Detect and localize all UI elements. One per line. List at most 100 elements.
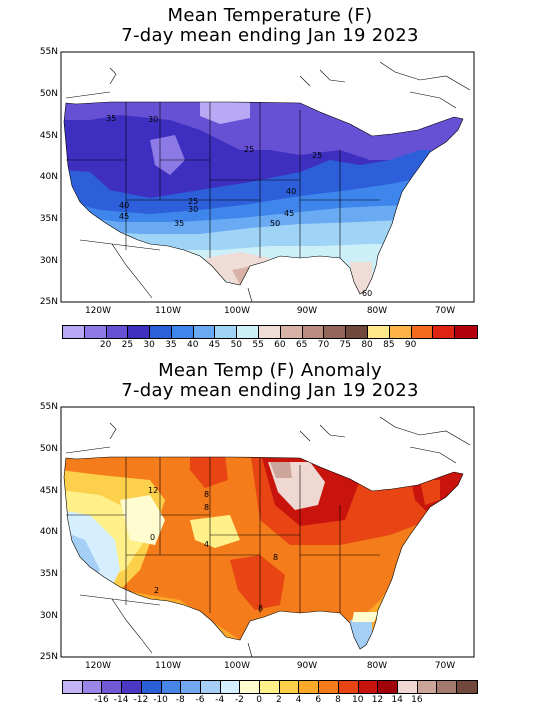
bottom-contour-labels: 12 8 8 4 0 2 8 8: [148, 486, 278, 613]
top-title-line1: Mean Temperature (F): [167, 5, 373, 26]
colorbar-label: 60: [274, 340, 286, 350]
colorbar-swatch: [141, 681, 162, 693]
bottom-lon-label: 80W: [366, 661, 388, 671]
top-map: 35 30 25 25 40 25 30 40 45 45 35 50 60: [60, 51, 475, 303]
colorbar-label: 10: [351, 695, 364, 705]
top-contour-label: 25: [244, 145, 254, 154]
bottom-colorbar: [62, 680, 478, 694]
colorbar-label: 50: [230, 340, 243, 350]
top-lat-label: 30N: [39, 256, 58, 266]
colorbar-label: -6: [195, 695, 205, 705]
top-contour-label: 35: [106, 114, 116, 123]
top-title-line2: 7-day mean ending Jan 19 2023: [121, 25, 419, 46]
bottom-lat-label: 30N: [39, 611, 58, 621]
colorbar-label: -2: [234, 695, 244, 705]
colorbar-swatch: [150, 326, 172, 338]
colorbar-swatch: [84, 326, 107, 338]
bottom-contour-label: 8: [273, 553, 278, 562]
colorbar-swatch: [106, 326, 129, 338]
top-boundaries: [63, 61, 471, 302]
colorbar-swatch: [128, 326, 151, 338]
top-contour-label: 40: [119, 201, 129, 210]
colorbar-label: 85: [383, 340, 395, 350]
top-colorbar: [62, 325, 478, 339]
colorbar-label: -4: [215, 695, 225, 705]
colorbar-label: 25: [121, 340, 134, 350]
bottom-lat-label: 55N: [39, 402, 58, 412]
top-contour-label: 30: [188, 205, 198, 214]
top-lat-label: 25N: [39, 297, 58, 307]
top-contour-label: 30: [148, 115, 158, 124]
colorbar-swatch: [215, 326, 238, 338]
colorbar-swatch: [437, 681, 458, 693]
colorbar-label: 45: [208, 340, 221, 350]
colorbar-label: 70: [317, 340, 330, 350]
colorbar-label: 8: [335, 695, 341, 705]
bottom-contour-label: 2: [154, 586, 159, 595]
colorbar-swatch: [346, 326, 368, 338]
colorbar-swatch: [389, 326, 412, 338]
colorbar-label: 6: [315, 695, 322, 705]
colorbar-label: 75: [339, 340, 351, 350]
bottom-contour-label: 8: [204, 503, 209, 512]
top-contour-label: 50: [270, 219, 280, 228]
bottom-lat-label: 25N: [39, 652, 58, 662]
colorbar-swatch: [280, 326, 303, 338]
colorbar-swatch: [324, 326, 347, 338]
colorbar-swatch: [319, 681, 339, 693]
colorbar-swatch: [417, 681, 438, 693]
colorbar-swatch: [193, 326, 216, 338]
colorbar-label: -14: [113, 695, 129, 705]
colorbar-swatch: [411, 326, 434, 338]
colorbar-label: -10: [153, 695, 168, 705]
top-lon-label: 70W: [434, 306, 456, 316]
bottom-lon-label: 70W: [434, 661, 456, 671]
top-contour-label: 45: [284, 209, 294, 218]
colorbar-swatch: [259, 326, 281, 338]
colorbar-swatch: [82, 681, 103, 693]
bottom-contour-label: 4: [204, 540, 209, 549]
colorbar-swatch: [367, 326, 390, 338]
colorbar-label: 30: [143, 340, 155, 350]
colorbar-swatch: [200, 681, 221, 693]
colorbar-swatch: [161, 681, 182, 693]
colorbar-swatch: [171, 326, 194, 338]
bottom-contour-label: 12: [148, 486, 158, 495]
top-lon-label: 80W: [366, 306, 388, 316]
top-lon-label: 100W: [223, 306, 251, 316]
top-lat-label: 50N: [39, 89, 58, 99]
colorbar-label: -8: [175, 695, 185, 705]
top-map-panel: 35 30 25 25 40 25 30 40 45 45 35 50 60 5…: [39, 47, 475, 316]
bottom-title-line2: 7-day mean ending Jan 19 2023: [121, 380, 419, 401]
colorbar-swatch: [433, 326, 456, 338]
colorbar-label: 16: [411, 695, 423, 705]
top-lat-label: 55N: [39, 47, 58, 57]
colorbar-swatch: [102, 681, 123, 693]
colorbar-swatch: [240, 681, 261, 693]
bottom-contour-label: 0: [150, 533, 155, 542]
bottom-lon-label: 90W: [296, 661, 318, 671]
colorbar-label: 4: [295, 695, 302, 705]
colorbar-label: 80: [361, 340, 373, 350]
colorbar-label: 65: [295, 340, 308, 350]
bottom-title-line1: Mean Temp (F) Anomaly: [158, 360, 382, 381]
top-contour-label: 45: [119, 212, 129, 221]
bottom-contour-label: 8: [258, 604, 263, 613]
colorbar-swatch: [122, 681, 142, 693]
colorbar-swatch: [63, 326, 85, 338]
bottom-lat-label: 45N: [39, 486, 58, 496]
bottom-lon-label: 100W: [223, 661, 251, 671]
colorbar-swatch: [299, 681, 320, 693]
colorbar-swatch: [63, 681, 83, 693]
colorbar-label: 40: [187, 340, 199, 350]
colorbar-swatch: [302, 326, 325, 338]
top-lon-label: 110W: [154, 306, 182, 316]
colorbar-swatch: [455, 326, 477, 338]
colorbar-label: 55: [252, 340, 264, 350]
colorbar-label: 2: [275, 695, 282, 705]
colorbar-label: -12: [133, 695, 149, 705]
bottom-lon-label: 110W: [154, 661, 182, 671]
top-contour-label: 35: [174, 219, 184, 228]
bottom-contour-label: 8: [204, 490, 209, 499]
